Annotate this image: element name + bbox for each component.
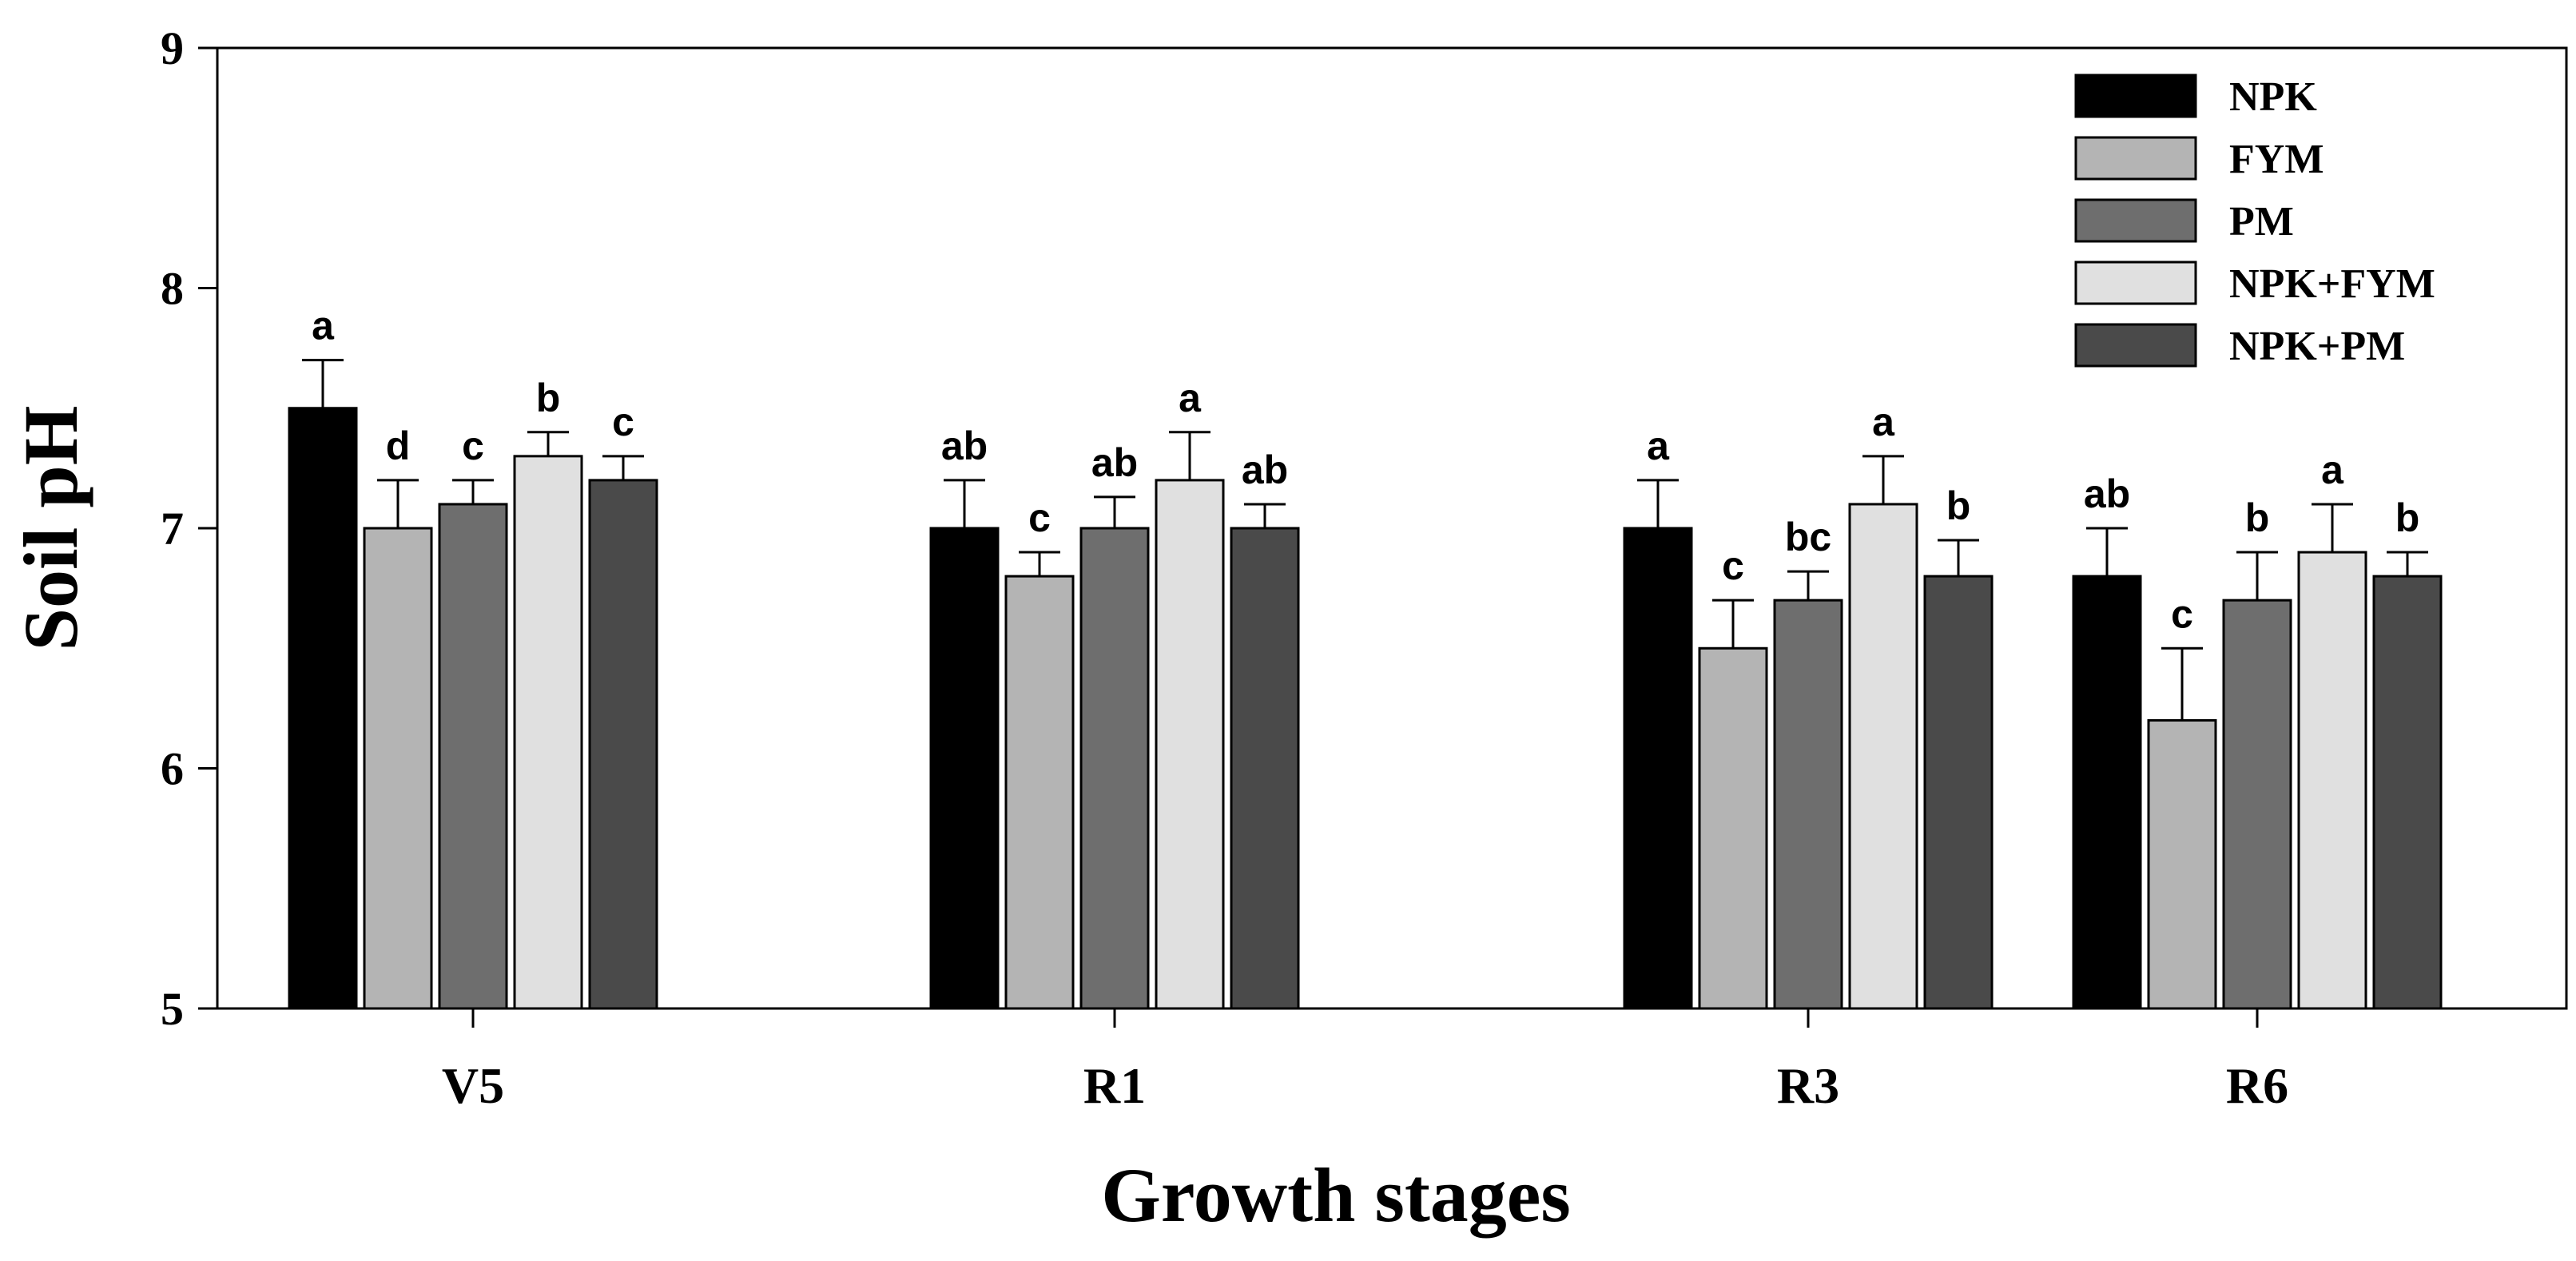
significance-letter: a	[1179, 376, 1202, 420]
bar	[1848, 503, 1918, 1010]
significance-letter: c	[612, 400, 634, 444]
significance-letter: bc	[1785, 515, 1831, 559]
bar	[1923, 575, 1994, 1010]
legend-swatch	[2074, 198, 2197, 243]
bar	[1079, 527, 1150, 1010]
bar	[1698, 646, 1768, 1010]
bar	[588, 479, 658, 1010]
bar	[1004, 575, 1075, 1010]
error-bars-layer	[302, 359, 2428, 721]
bar	[438, 503, 508, 1010]
legend-swatch	[2074, 136, 2197, 181]
x-axis: V5 R1 R3 R6	[442, 1008, 2288, 1114]
bar	[2222, 599, 2292, 1010]
significance-letter: b	[2395, 495, 2420, 540]
bar	[2297, 551, 2367, 1010]
significance-letter: b	[1946, 483, 1971, 528]
y-axis: 5 6 7 8 9	[161, 22, 217, 1035]
significance-letter: ab	[2084, 471, 2130, 516]
legend-label: NPK+FYM	[2229, 261, 2435, 307]
bar	[1773, 599, 1843, 1010]
legend-label: NPK	[2229, 74, 2317, 120]
y-tick-label: 9	[161, 22, 184, 74]
significance-letter: a	[312, 304, 335, 348]
bars-layer	[288, 407, 2443, 1010]
significance-letter: ab	[941, 424, 988, 468]
legend-swatch	[2074, 323, 2197, 368]
y-tick-label: 7	[161, 503, 184, 555]
legend-label: PM	[2229, 199, 2294, 245]
y-axis-label: Soil pH	[8, 406, 93, 651]
bar	[929, 527, 1000, 1010]
y-tick-label: 6	[161, 743, 184, 795]
legend-label: FYM	[2229, 137, 2324, 182]
legend-label: NPK+PM	[2229, 324, 2405, 369]
bar	[1230, 527, 1300, 1010]
significance-letter: a	[1872, 400, 1895, 444]
x-axis-label: Growth stages	[1101, 1152, 1571, 1238]
significance-letter: ab	[1091, 440, 1138, 485]
x-tick-label: V5	[442, 1057, 504, 1114]
significance-letter: b	[536, 376, 561, 420]
y-tick-label: 8	[161, 263, 184, 315]
x-tick-label: R1	[1083, 1057, 1146, 1114]
bar	[2372, 575, 2443, 1010]
significance-letter: a	[1647, 424, 1670, 468]
significance-letter: c	[1028, 495, 1051, 540]
x-tick-label: R3	[1777, 1057, 1839, 1114]
legend-swatch	[2074, 74, 2197, 118]
significance-letter: ab	[1242, 448, 1288, 492]
significance-letter: c	[2171, 591, 2193, 636]
legend: NPK FYM PM NPK+FYM NPK+PM	[2074, 74, 2435, 369]
bar	[2072, 575, 2142, 1010]
bar	[288, 407, 358, 1010]
bar	[1155, 479, 1225, 1010]
legend-swatch	[2074, 261, 2197, 305]
bar	[2147, 718, 2217, 1010]
bar	[1623, 527, 1693, 1010]
significance-letter: a	[2321, 448, 2344, 492]
significance-letter: b	[2245, 495, 2270, 540]
significance-letter: d	[386, 424, 411, 468]
significance-letter: c	[1722, 543, 1744, 588]
bar	[363, 527, 433, 1010]
y-tick-label: 5	[161, 983, 184, 1035]
x-tick-label: R6	[2226, 1057, 2288, 1114]
bar	[513, 455, 583, 1010]
significance-letter: c	[462, 424, 484, 468]
